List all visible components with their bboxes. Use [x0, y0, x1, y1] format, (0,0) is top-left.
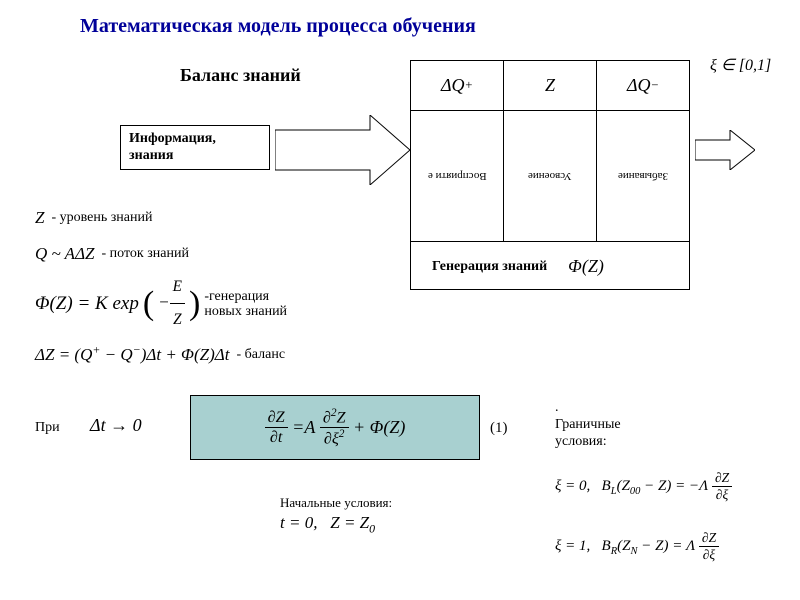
boundary-condition-1: ξ = 0, BL(Z00 − Z) = −Λ ∂Z∂ξ	[555, 470, 732, 503]
box-cell-z: Z	[504, 61, 597, 110]
definitions-block: Z - уровень знаний Q ~ AΔZ - поток знани…	[35, 200, 287, 372]
box-cell-dqminus: ΔQ−	[597, 61, 689, 110]
initial-conditions-label: Начальные условия:	[280, 495, 392, 511]
box-middle-row: Восприяти е Усвоение Забывание	[411, 111, 689, 241]
generation-formula: Φ(Z)	[568, 256, 689, 277]
box-footer-row: Генерация знаний Φ(Z)	[411, 241, 689, 291]
col-forgetting: Забывание	[597, 111, 689, 241]
generation-label: Генерация знаний	[411, 259, 568, 274]
pri-label: При	[35, 420, 60, 436]
process-box: ΔQ+ Z ΔQ− Восприяти е Усвоение Забывание…	[410, 60, 690, 290]
dt-to-zero: Δt → 0	[90, 415, 142, 436]
col-assimilation: Усвоение	[504, 111, 597, 241]
arrow-out-icon	[695, 130, 755, 170]
def-q: Q ~ AΔZ - поток знаний	[35, 236, 287, 272]
main-equation-box: ∂Z∂t = A ∂2Z∂ξ2 + Φ(Z)	[190, 395, 480, 460]
boundary-condition-2: ξ = 1, BR(ZN − Z) = Λ ∂Z∂ξ	[555, 530, 719, 563]
def-phi: Φ(Z) = K exp ( −EZ ) -генерацияновых зна…	[35, 271, 287, 336]
xi-range-formula: ξ ∈ [0,1]	[710, 55, 771, 75]
col-perception: Восприяти е	[411, 111, 504, 241]
equation-number: (1)	[490, 420, 508, 437]
info-box: Информация, знания	[120, 125, 270, 170]
page-title: Математическая модель процесса обучения	[80, 15, 476, 38]
box-cell-dqplus: ΔQ+	[411, 61, 504, 110]
box-header-row: ΔQ+ Z ΔQ−	[411, 61, 689, 111]
subtitle: Баланс знаний	[180, 65, 301, 86]
initial-conditions-eq: t = 0, Z = Z0	[280, 513, 375, 536]
boundary-conditions-label: . Граничные условия:	[555, 400, 621, 450]
def-balance: ΔZ = (Q+ − Q−)Δt + Φ(Z)Δt - баланс	[35, 337, 287, 373]
def-z: Z - уровень знаний	[35, 200, 287, 236]
arrow-in-icon	[275, 115, 410, 185]
